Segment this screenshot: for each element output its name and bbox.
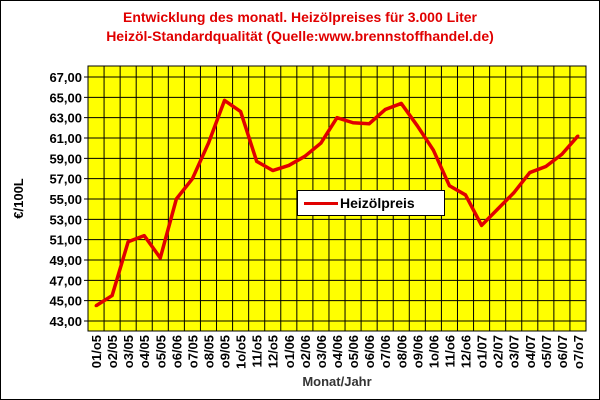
y-tick-label: 63,00 bbox=[49, 111, 82, 126]
data-point bbox=[560, 152, 564, 156]
x-tick-label: 1o/o5 bbox=[234, 335, 249, 369]
data-point bbox=[351, 121, 355, 125]
x-tick-label: o7/05 bbox=[185, 335, 200, 368]
data-point bbox=[447, 184, 451, 188]
x-tick-label: o3/06 bbox=[314, 335, 329, 368]
data-point bbox=[367, 122, 371, 126]
legend: Heizölpreis bbox=[297, 190, 445, 216]
x-tick-label: o8/06 bbox=[394, 335, 409, 368]
x-tick-label: o7/06 bbox=[378, 335, 393, 368]
x-tick-label: o1/06 bbox=[282, 335, 297, 368]
data-point bbox=[142, 234, 146, 238]
x-tick-label: o9/06 bbox=[410, 335, 425, 368]
y-tick-label: 45,00 bbox=[49, 294, 82, 309]
data-point bbox=[190, 177, 194, 181]
data-point bbox=[126, 240, 130, 244]
data-point bbox=[110, 294, 114, 298]
x-tick-label: o2/06 bbox=[298, 335, 313, 368]
data-point bbox=[431, 148, 435, 152]
x-tick-label: 11/o5 bbox=[250, 335, 265, 368]
y-tick-label: 43,00 bbox=[49, 314, 82, 329]
y-tick-label: 47,00 bbox=[49, 273, 82, 288]
chart-subtitle: Heizöl-Standardqualität (Quelle:www.bren… bbox=[106, 28, 494, 44]
data-point bbox=[271, 169, 275, 173]
x-tick-label: o6/06 bbox=[362, 335, 377, 368]
data-point bbox=[206, 141, 210, 145]
data-point bbox=[223, 98, 227, 102]
x-tick-label: 11/o6 bbox=[442, 335, 457, 368]
data-point bbox=[255, 159, 259, 163]
x-tick-label: o4/06 bbox=[330, 335, 345, 368]
x-tick-label: o8/05 bbox=[201, 335, 216, 368]
data-point bbox=[415, 124, 419, 128]
y-tick-label: 57,00 bbox=[49, 172, 82, 187]
data-point bbox=[94, 304, 98, 308]
x-tick-label: 12/o5 bbox=[266, 335, 281, 368]
data-point bbox=[383, 108, 387, 112]
x-tick-label: o6/07 bbox=[555, 335, 570, 368]
x-tick-label: o4/05 bbox=[137, 335, 152, 368]
y-axis-label: €/100L bbox=[11, 178, 26, 219]
x-tick-label: 12/o6 bbox=[459, 335, 474, 368]
y-tick-label: 51,00 bbox=[49, 233, 82, 248]
x-tick-label: 01/o5 bbox=[89, 335, 104, 368]
y-tick-label: 59,00 bbox=[49, 151, 82, 166]
x-axis-label: Monat/Jahr bbox=[302, 374, 371, 389]
x-tick-label: o9/05 bbox=[218, 335, 233, 368]
x-tick-label: o5/05 bbox=[153, 335, 168, 368]
chart-title: Entwicklung des monatl. Heizölpreises fü… bbox=[123, 9, 477, 25]
x-tick-label: o3/05 bbox=[121, 335, 136, 368]
y-tick-label: 61,00 bbox=[49, 131, 82, 146]
data-point bbox=[239, 110, 243, 114]
data-point bbox=[319, 141, 323, 145]
y-tick-label: 65,00 bbox=[49, 90, 82, 105]
x-tick-label: o6/06 bbox=[169, 335, 184, 368]
data-point bbox=[480, 223, 484, 227]
data-point bbox=[287, 163, 291, 167]
data-point bbox=[303, 154, 307, 158]
x-tick-label: o2/07 bbox=[491, 335, 506, 368]
x-tick-label: o7/o7 bbox=[571, 335, 586, 369]
data-point bbox=[496, 207, 500, 211]
data-point bbox=[544, 164, 548, 168]
data-point bbox=[512, 191, 516, 195]
x-tick-label: o4/07 bbox=[523, 335, 538, 368]
x-tick-label: o5/07 bbox=[539, 335, 554, 368]
x-tick-label: 1o/06 bbox=[426, 335, 441, 368]
data-point bbox=[399, 101, 403, 105]
data-point bbox=[158, 256, 162, 260]
x-tick-label: o1/07 bbox=[475, 335, 490, 368]
y-tick-label: 49,00 bbox=[49, 253, 82, 268]
data-point bbox=[528, 171, 532, 175]
legend-line-swatch bbox=[304, 202, 338, 205]
data-point bbox=[174, 197, 178, 201]
y-tick-label: 67,00 bbox=[49, 70, 82, 85]
data-point bbox=[335, 116, 339, 120]
x-tick-label: o2/05 bbox=[105, 335, 120, 368]
x-tick-label: o3/07 bbox=[507, 335, 522, 368]
legend-label: Heizölpreis bbox=[340, 195, 415, 211]
x-tick-label: o5/06 bbox=[346, 335, 361, 368]
data-point bbox=[576, 134, 580, 138]
y-tick-label: 53,00 bbox=[49, 212, 82, 227]
y-tick-label: 55,00 bbox=[49, 192, 82, 207]
data-point bbox=[464, 193, 468, 197]
